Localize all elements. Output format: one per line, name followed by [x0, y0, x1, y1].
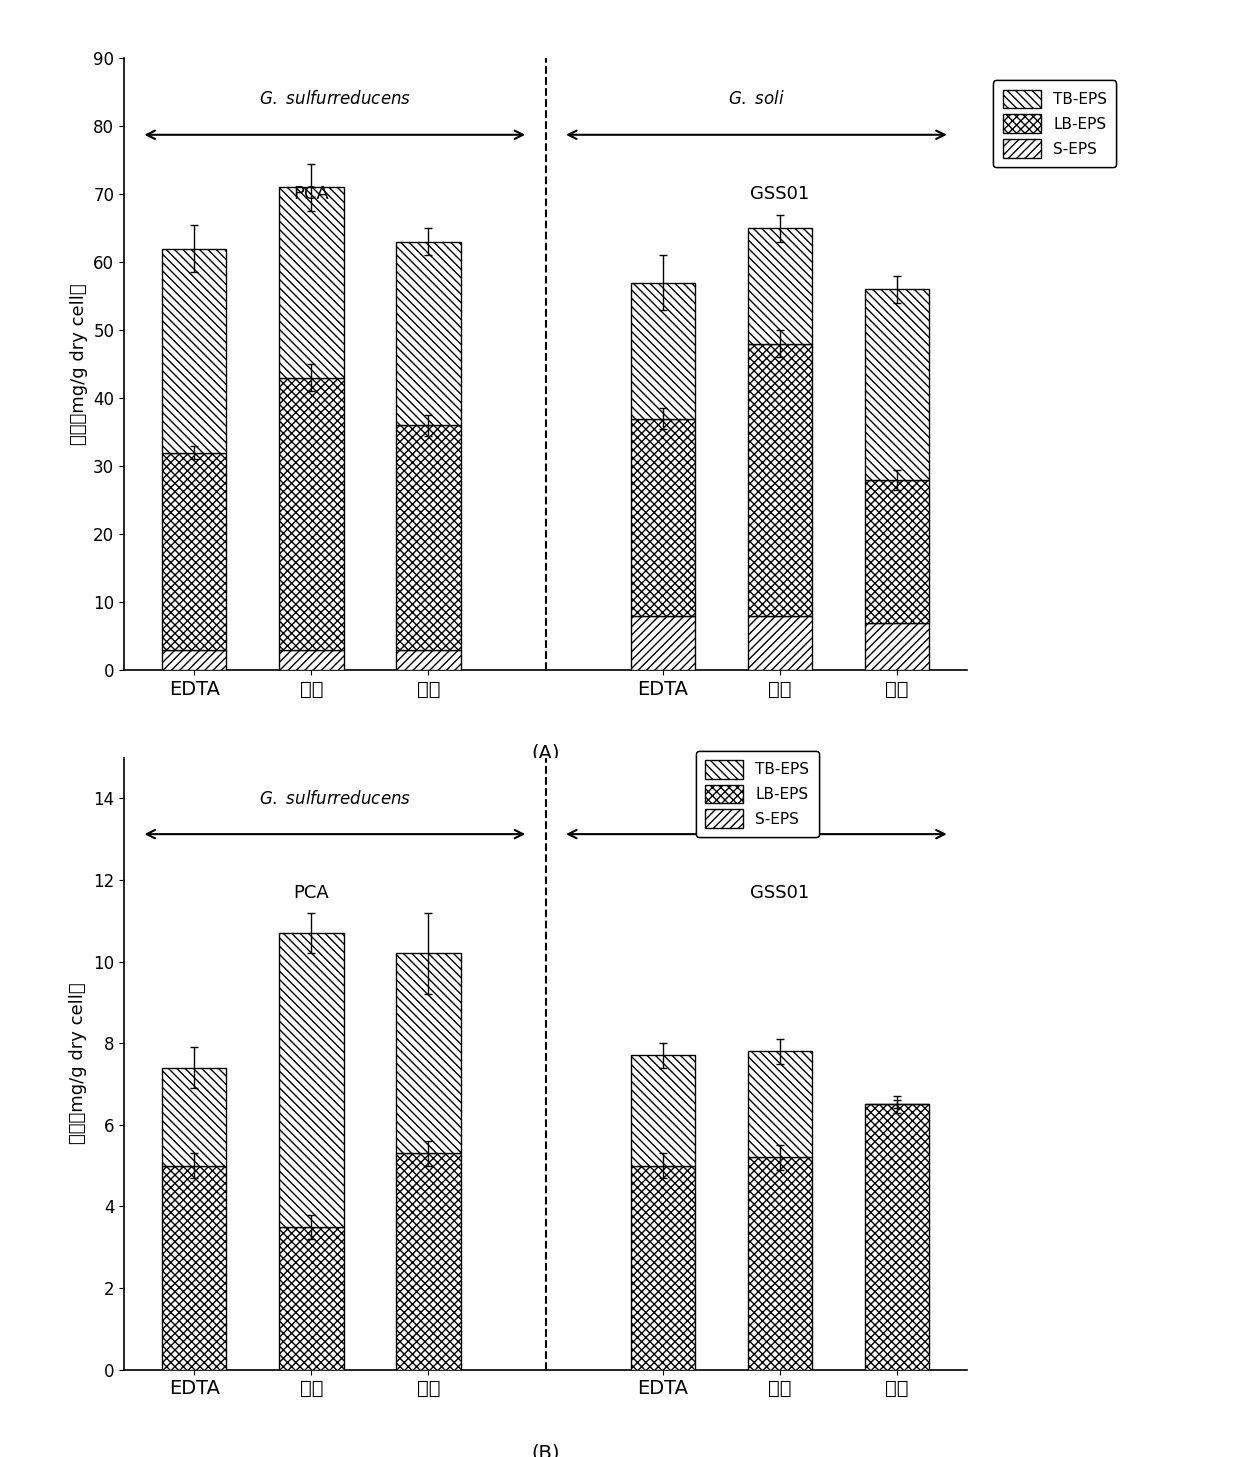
Legend: TB-EPS, LB-EPS, S-EPS: TB-EPS, LB-EPS, S-EPS [993, 80, 1116, 168]
Bar [630, 616, 694, 670]
Bar [630, 1055, 694, 1166]
Bar [279, 932, 343, 1227]
Bar [397, 425, 461, 650]
Text: PCA: PCA [294, 185, 330, 203]
Bar [279, 1227, 343, 1370]
Bar [748, 1052, 812, 1157]
Bar [864, 622, 929, 670]
Text: $\it{G.\ sulfurreducens}$: $\it{G.\ sulfurreducens}$ [259, 90, 410, 108]
Bar [397, 1154, 461, 1370]
Bar [864, 479, 929, 622]
Text: PCA: PCA [294, 884, 330, 902]
Bar [864, 290, 929, 479]
Bar [397, 953, 461, 1154]
Bar [162, 1166, 227, 1370]
Text: GSS01: GSS01 [750, 185, 810, 203]
Bar [279, 377, 343, 650]
Bar [748, 344, 812, 616]
Bar [748, 229, 812, 344]
Text: (B): (B) [532, 1442, 559, 1457]
Bar [630, 418, 694, 616]
Bar [279, 650, 343, 670]
Text: (A): (A) [532, 743, 559, 762]
Text: $\it{G.\ soli}$: $\it{G.\ soli}$ [728, 790, 785, 807]
Bar [630, 283, 694, 418]
Bar [162, 249, 227, 453]
Text: $\it{G.\ sulfurreducens}$: $\it{G.\ sulfurreducens}$ [259, 790, 410, 807]
Bar [162, 1068, 227, 1166]
Text: $\it{G.\ soli}$: $\it{G.\ soli}$ [728, 90, 785, 108]
Bar [748, 1157, 812, 1370]
Bar [397, 242, 461, 425]
Bar [162, 650, 227, 670]
Bar [279, 188, 343, 377]
Legend: TB-EPS, LB-EPS, S-EPS: TB-EPS, LB-EPS, S-EPS [696, 750, 818, 838]
Y-axis label: 多糖（mg/g dry cell）: 多糖（mg/g dry cell） [69, 284, 88, 444]
Y-axis label: 蛋白（mg/g dry cell）: 蛋白（mg/g dry cell） [69, 983, 88, 1144]
Bar [630, 1166, 694, 1370]
Bar [864, 1104, 929, 1370]
Bar [748, 616, 812, 670]
Text: GSS01: GSS01 [750, 884, 810, 902]
Bar [162, 453, 227, 650]
Bar [397, 650, 461, 670]
